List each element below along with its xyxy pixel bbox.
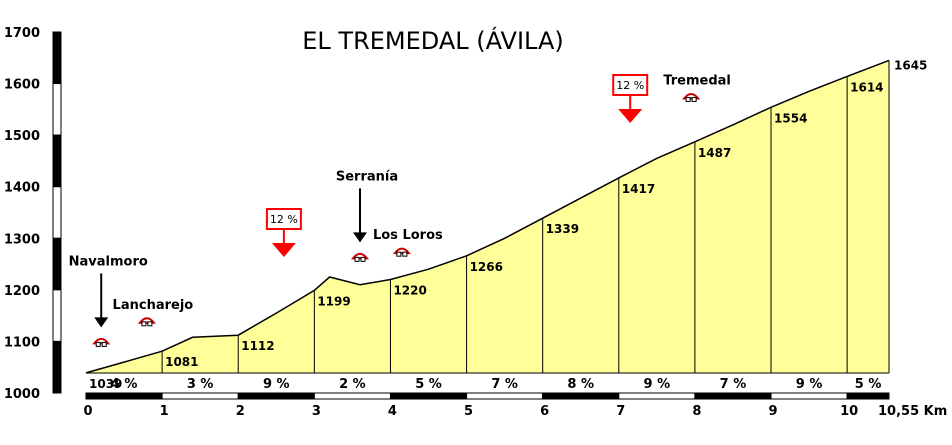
town-icon-house <box>685 96 691 102</box>
y-axis-band <box>52 31 62 85</box>
y-tick-label: 1000 <box>4 387 40 402</box>
y-axis-band <box>52 186 62 239</box>
steep-marker-arrow <box>271 243 296 257</box>
km-elevation-label: 1614 <box>850 80 883 94</box>
y-tick-label: 1300 <box>4 232 40 247</box>
town-marker: Serranía <box>336 169 398 262</box>
x-axis-segment <box>389 392 468 400</box>
km-elevation-label: 1487 <box>698 146 731 160</box>
y-axis-band <box>52 134 62 188</box>
y-axis-band <box>52 237 62 291</box>
x-axis-segment <box>542 392 620 400</box>
gradient-label: 7 % <box>720 377 747 392</box>
x-tick-label: 10,55 Km <box>878 404 947 419</box>
place-label: Navalmoro <box>69 254 148 269</box>
x-axis-segment <box>237 392 315 400</box>
x-tick-label: 9 <box>769 404 778 419</box>
profile-line <box>85 59 890 374</box>
town-marker: Navalmoro <box>69 254 148 347</box>
place-label: Tremedal <box>663 73 731 88</box>
km-elevation-label: 1645 <box>894 58 927 72</box>
y-tick-label: 1400 <box>4 181 40 196</box>
km-elevation-label: 1554 <box>774 111 807 125</box>
town-marker: Lancharejo <box>113 298 194 327</box>
town-icon-house <box>147 321 153 327</box>
chart-title: EL TREMEDAL (ÁVILA) <box>302 26 563 55</box>
y-tick-label: 1200 <box>4 284 40 299</box>
km-elevation-label: 1039 <box>89 377 122 391</box>
y-axis-band <box>52 289 62 342</box>
place-label: Los Loros <box>373 228 443 243</box>
x-tick-label: 10 <box>840 404 858 419</box>
place-arrow-head <box>94 317 109 328</box>
km-elevation-label: 1112 <box>241 339 274 353</box>
place-arrow-head <box>353 232 368 243</box>
km-elevation-label: 1417 <box>622 182 655 196</box>
x-axis-segment <box>313 392 391 400</box>
x-axis-segment <box>85 392 163 400</box>
y-tick-label: 1500 <box>4 129 40 144</box>
x-axis-segment <box>466 392 544 400</box>
km-elevation-label: 1081 <box>165 355 198 369</box>
y-axis-band <box>52 83 62 136</box>
gradient-label: 9 % <box>263 377 290 392</box>
steep-marker: 12 % <box>612 74 649 123</box>
x-axis-segment <box>846 392 890 400</box>
town-icon-house <box>101 341 107 347</box>
x-tick-label: 3 <box>312 404 321 419</box>
gradient-label: 4 % <box>111 377 138 392</box>
y-tick-label: 1600 <box>4 78 40 93</box>
x-tick-label: 6 <box>540 404 549 419</box>
y-axis-band <box>52 340 62 394</box>
km-elevation-label: 1266 <box>470 260 503 274</box>
x-axis-segment <box>694 392 772 400</box>
km-elevation-label: 1199 <box>317 294 350 308</box>
km-elevation-label: 1339 <box>546 222 579 236</box>
gradient-label: 9 % <box>644 377 671 392</box>
gradient-label: 3 % <box>187 377 214 392</box>
town-icon-house <box>95 341 101 347</box>
x-axis-segment <box>161 392 239 400</box>
x-tick-label: 4 <box>388 404 397 419</box>
town-icon-house <box>691 96 697 102</box>
town-icon-house <box>354 256 360 262</box>
town-marker: Tremedal <box>663 73 731 102</box>
town-icon-house <box>360 256 366 262</box>
x-axis-segment <box>618 392 696 400</box>
x-axis-segment <box>770 392 848 400</box>
gradient-label: 5 % <box>415 377 442 392</box>
town-icon-house <box>396 251 402 257</box>
gradient-label: 8 % <box>567 377 594 392</box>
town-icon-house <box>141 321 147 327</box>
town-marker: Los Loros <box>373 228 443 257</box>
x-tick-label: 7 <box>616 404 625 419</box>
gradient-label: 9 % <box>796 377 823 392</box>
km-elevation-label: 1220 <box>393 284 426 298</box>
town-icon-house <box>402 251 408 257</box>
gradient-label: 7 % <box>491 377 518 392</box>
steep-marker-arrow <box>618 109 643 123</box>
x-tick-label: 0 <box>83 404 92 419</box>
place-label: Serranía <box>336 169 398 184</box>
x-tick-label: 5 <box>464 404 473 419</box>
x-tick-label: 8 <box>692 404 701 419</box>
steep-marker: 12 % <box>265 208 302 257</box>
y-tick-label: 1100 <box>4 335 40 350</box>
profile-area <box>86 60 889 374</box>
steep-marker-label: 12 % <box>270 213 298 226</box>
steep-marker-label: 12 % <box>616 79 644 92</box>
gradient-label: 2 % <box>339 377 366 392</box>
gradient-label: 5 % <box>855 377 882 392</box>
place-label: Lancharejo <box>113 298 194 313</box>
x-tick-label: 1 <box>160 404 169 419</box>
x-tick-label: 2 <box>236 404 245 419</box>
y-tick-label: 1700 <box>4 26 40 41</box>
